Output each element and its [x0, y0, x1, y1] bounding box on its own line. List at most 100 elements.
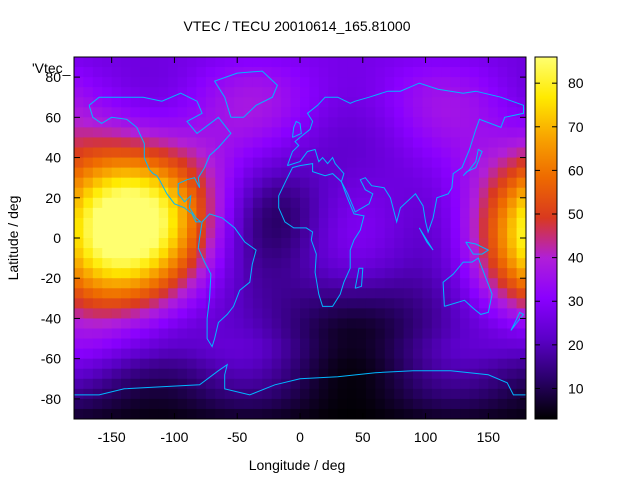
heatmap-cell [149, 197, 160, 209]
heatmap-cell [252, 117, 263, 128]
heatmap-cell [252, 67, 263, 78]
heatmap-cell [111, 388, 122, 400]
heatmap-cell [271, 57, 282, 68]
heatmap-cell [74, 57, 85, 68]
heatmap-cell [318, 107, 329, 118]
heatmap-cell [478, 137, 489, 149]
heatmap-cell [328, 117, 339, 128]
heatmap-cell [290, 217, 301, 229]
heatmap-cell [469, 87, 480, 98]
heatmap-cell [394, 348, 405, 360]
heatmap-cell [102, 57, 113, 68]
heatmap-cell [488, 127, 499, 139]
heatmap-cell [168, 177, 179, 189]
heatmap-cell [516, 298, 526, 309]
heatmap-cell [300, 308, 311, 320]
heatmap-cell [262, 107, 273, 118]
heatmap-cell [460, 358, 471, 370]
heatmap-cell [111, 408, 122, 419]
heatmap-cell [507, 268, 518, 279]
heatmap-cell [83, 227, 94, 239]
heatmap-cell [177, 207, 188, 219]
heatmap-cell [187, 147, 198, 159]
heatmap-cell [375, 137, 386, 149]
heatmap-cell [422, 57, 433, 68]
heatmap-cell [384, 308, 395, 320]
heatmap-cell [365, 318, 376, 330]
heatmap-cell [187, 298, 198, 309]
heatmap-cell [215, 207, 226, 219]
heatmap-cell [403, 197, 414, 209]
heatmap-cell [243, 238, 254, 249]
heatmap-cell [356, 388, 367, 400]
heatmap-cell [74, 67, 85, 78]
heatmap-cell [92, 408, 103, 419]
heatmap-cell [318, 308, 329, 320]
heatmap-cell [215, 87, 226, 98]
heatmap-cell [177, 157, 188, 169]
heatmap-cell [177, 288, 188, 299]
heatmap-cell [158, 318, 169, 330]
heatmap-cell [450, 117, 461, 128]
heatmap-cell [111, 217, 122, 229]
y-tick-label: -20 [41, 270, 61, 286]
heatmap-cell [431, 298, 442, 309]
heatmap-cell [375, 298, 386, 309]
heatmap-cell [478, 177, 489, 189]
heatmap-cell [460, 338, 471, 350]
heatmap-cell [102, 318, 113, 330]
heatmap-cell [507, 97, 518, 108]
heatmap-cell [205, 167, 216, 179]
heatmap-cell [187, 288, 198, 299]
heatmap-cell [309, 278, 320, 289]
heatmap-cell [234, 248, 245, 259]
heatmap-cell [290, 97, 301, 108]
heatmap-cell [375, 127, 386, 139]
heatmap-cell [121, 318, 132, 330]
heatmap-cell [74, 308, 85, 320]
heatmap-cell [83, 318, 94, 330]
heatmap-cell [139, 227, 150, 239]
heatmap-cell [243, 197, 254, 209]
heatmap-cell [121, 378, 132, 390]
heatmap-cell [130, 107, 141, 118]
heatmap-cell [205, 238, 216, 249]
heatmap-cell [516, 248, 526, 259]
heatmap-cell [347, 57, 358, 68]
heatmap-cell [441, 87, 452, 98]
heatmap-cell [187, 97, 198, 108]
heatmap-cell [318, 197, 329, 209]
heatmap-cell [149, 408, 160, 419]
heatmap-cell [309, 197, 320, 209]
heatmap-cell [111, 187, 122, 199]
heatmap-cell [347, 368, 358, 380]
heatmap-cell [205, 217, 216, 229]
heatmap-cell [347, 378, 358, 390]
heatmap-cell [469, 107, 480, 118]
heatmap-cell [74, 278, 85, 289]
heatmap-cell [262, 187, 273, 199]
heatmap-cell [497, 77, 508, 88]
heatmap-cell [328, 348, 339, 360]
heatmap-cell [300, 227, 311, 239]
heatmap-cell [309, 288, 320, 299]
heatmap-cell [83, 398, 94, 410]
heatmap-cell [497, 127, 508, 139]
heatmap-cell [168, 388, 179, 400]
heatmap-cell [92, 268, 103, 279]
heatmap-cell [111, 197, 122, 209]
coastline [354, 267, 364, 289]
heatmap-cell [83, 298, 94, 309]
heatmap-cell [92, 217, 103, 229]
heatmap-cell [356, 318, 367, 330]
heatmap-cell [384, 67, 395, 78]
heatmap-cell [497, 238, 508, 249]
heatmap-cell [92, 157, 103, 169]
heatmap-cell [158, 217, 169, 229]
heatmap-cell [441, 378, 452, 390]
x-tick-label: 100 [414, 429, 438, 445]
heatmap-cell [290, 207, 301, 219]
heatmap-cell [262, 117, 273, 128]
heatmap-cell [422, 157, 433, 169]
heatmap-cell [139, 398, 150, 410]
